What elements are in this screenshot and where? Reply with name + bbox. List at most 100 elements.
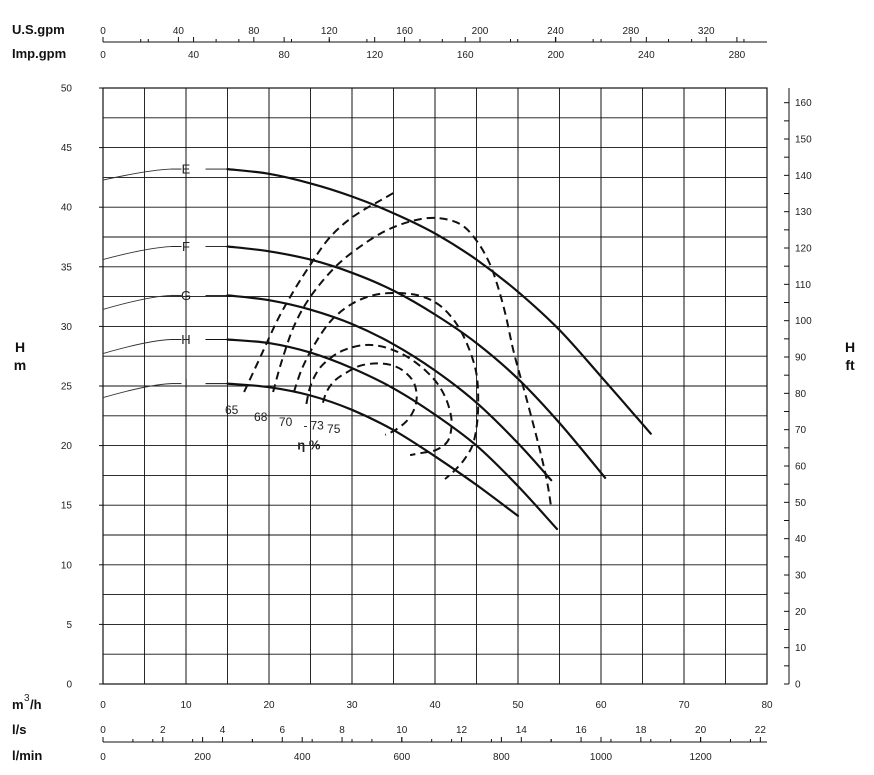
x-lmin-tick-label: 400 (294, 752, 311, 763)
x-ls-tick-label: 14 (516, 725, 528, 736)
efficiency-contour-65 (243, 192, 394, 393)
x-lmin-tick-label: 200 (194, 752, 211, 763)
y-right-tick-label: 90 (795, 353, 807, 364)
curve-label-leader (102, 168, 172, 181)
head-curve-h (226, 338, 559, 531)
x-usgpm-tick-label: 240 (547, 26, 564, 37)
efficiency-contour-73 (305, 343, 453, 457)
y-right-tick-label: 40 (795, 534, 807, 545)
x-impgpm-tick-label: 80 (279, 50, 291, 61)
y-left-tick-label: 40 (61, 203, 73, 214)
x-primary-tick-label: 40 (429, 700, 441, 711)
head-curve-e (226, 168, 652, 435)
x-usgpm-axis-label: U.S.gpm (12, 22, 65, 37)
curve-label-e: E (182, 162, 191, 177)
x-primary-tick-label: 20 (263, 700, 275, 711)
x-lmin-tick-label: 600 (393, 752, 410, 763)
x-ls-tick-label: 8 (339, 725, 345, 736)
x-impgpm-tick-label: 240 (638, 50, 655, 61)
x-primary-tick-label: 70 (678, 700, 690, 711)
y-right-tick-label: 80 (795, 389, 807, 400)
efficiency-contour-68 (272, 216, 553, 508)
y-right-tick-label: 0 (795, 680, 801, 691)
curve-label-i: I (184, 376, 188, 391)
x-primary-tick-label: 30 (346, 700, 358, 711)
head-curve-g (226, 294, 553, 482)
y-right-tick-label: 120 (795, 244, 812, 255)
x-lmin-tick-label: 1200 (689, 752, 712, 763)
x-primary-tick-label: 50 (512, 700, 524, 711)
x-usgpm-tick-label: 160 (396, 26, 413, 37)
y-right-tick-label: 160 (795, 98, 812, 109)
y-right-tick-label: 150 (795, 135, 812, 146)
x-ls-axis-label: l/s (12, 722, 26, 737)
y-right-axis-unit: ft (845, 357, 855, 373)
efficiency-label-75: 75 (327, 422, 341, 436)
x-primary-axis-unit-suffix: /h (30, 697, 42, 712)
y-left-tick-label: 20 (61, 441, 73, 452)
curve-label-leader (102, 339, 172, 354)
efficiency-contour-75 (321, 362, 418, 436)
curve-label-leader (102, 294, 172, 310)
x-ls-tick-label: 4 (220, 725, 226, 736)
x-usgpm-tick-label: 200 (472, 26, 489, 37)
x-impgpm-tick-label: 120 (366, 50, 383, 61)
x-ls-tick-label: 2 (160, 725, 166, 736)
efficiency-contour-70 (292, 291, 480, 480)
x-impgpm-tick-label: 160 (457, 50, 474, 61)
x-lmin-tick-label: 0 (100, 752, 106, 763)
y-right-axis-label: H (845, 339, 855, 355)
x-usgpm-tick-label: 40 (173, 26, 185, 37)
efficiency-label-73: 73 (310, 418, 324, 432)
x-lmin-axis-label: l/min (12, 748, 42, 763)
efficiency-label-65: 65 (225, 403, 239, 417)
efficiency-label-dash: - (304, 418, 308, 432)
x-usgpm-tick-label: 0 (100, 26, 106, 37)
efficiency-symbol-label: η % (297, 438, 321, 453)
curve-label-h: H (181, 332, 190, 347)
efficiency-label-68: 68 (254, 410, 268, 424)
y-right-tick-label: 140 (795, 171, 812, 182)
x-ls-tick-label: 10 (396, 725, 408, 736)
y-right-tick-label: 50 (795, 498, 807, 509)
curve-label-g: G (181, 288, 191, 303)
curve-label-f: F (182, 239, 190, 254)
x-usgpm-tick-label: 280 (622, 26, 639, 37)
y-left-axis-unit: m (14, 357, 26, 373)
y-left-tick-label: 5 (66, 620, 72, 631)
y-left-tick-label: 15 (61, 501, 73, 512)
x-impgpm-tick-label: 280 (729, 50, 746, 61)
y-right-tick-label: 10 (795, 643, 807, 654)
x-impgpm-axis-label: Imp.gpm (12, 46, 66, 61)
y-left-tick-label: 10 (61, 560, 73, 571)
y-left-tick-label: 50 (61, 84, 73, 95)
x-impgpm-tick-label: 40 (188, 50, 200, 61)
y-right-tick-label: 20 (795, 607, 807, 618)
y-right-tick-label: 100 (795, 316, 812, 327)
y-left-tick-label: 25 (61, 382, 73, 393)
x-ls-tick-label: 6 (279, 725, 285, 736)
y-left-tick-label: 30 (61, 322, 73, 333)
y-left-tick-label: 45 (61, 143, 73, 154)
curve-label-leader (102, 383, 172, 399)
x-primary-axis-unit-superscript: 3 (24, 693, 30, 704)
y-left-tick-label: 0 (66, 680, 72, 691)
y-right-tick-label: 130 (795, 207, 812, 218)
y-right-tick-label: 110 (795, 280, 811, 291)
x-primary-tick-label: 0 (100, 700, 106, 711)
x-ls-tick-label: 16 (576, 725, 588, 736)
y-right-tick-label: 30 (795, 571, 807, 582)
x-ls-tick-label: 0 (100, 725, 106, 736)
x-impgpm-tick-label: 200 (547, 50, 564, 61)
x-usgpm-tick-label: 120 (321, 26, 338, 37)
x-primary-tick-label: 10 (180, 700, 192, 711)
y-left-tick-label: 35 (61, 262, 73, 273)
x-usgpm-tick-label: 320 (698, 26, 715, 37)
x-lmin-tick-label: 1000 (590, 752, 613, 763)
y-left-axis-label: H (15, 339, 25, 355)
x-lmin-tick-label: 800 (493, 752, 510, 763)
efficiency-label-70: 70 (279, 415, 293, 429)
x-ls-tick-label: 22 (755, 725, 767, 736)
